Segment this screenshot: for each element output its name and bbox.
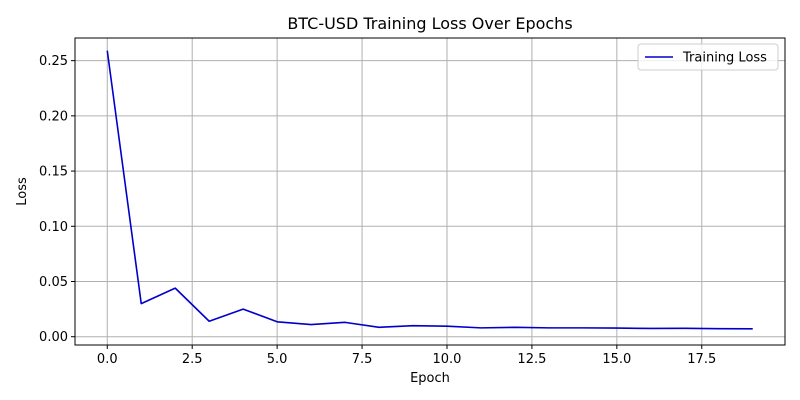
y-tick-label: 0.05 — [39, 275, 68, 290]
x-tick-label: 12.5 — [517, 352, 546, 367]
grid-lines — [75, 38, 785, 345]
x-tick-label: 15.0 — [602, 352, 631, 367]
series-layer — [106, 50, 753, 330]
y-tick-label: 0.15 — [39, 165, 68, 180]
x-tick-label: 5.0 — [267, 352, 288, 367]
y-tick-label: 0.20 — [39, 109, 68, 124]
legend-box — [637, 43, 779, 71]
x-tick-label: 17.5 — [687, 352, 716, 367]
axis-ticks: 0.0 2.5 5.0 7.5 10.0 12.5 15.0 17.5 0.00 0.05 0.10… — [39, 54, 716, 367]
y-tick-label: 0.25 — [39, 54, 68, 69]
legend-label-training-loss: Training Loss — [682, 51, 767, 66]
y-tick-label: 0.10 — [39, 220, 68, 235]
legend: Training Loss — [637, 43, 779, 71]
x-axis-label: Epoch — [410, 371, 450, 386]
series-line-training-loss — [106, 50, 753, 330]
plot-frame — [74, 37, 786, 346]
x-tick-label: 7.5 — [352, 352, 373, 367]
y-tick-label: 0.00 — [39, 330, 68, 345]
x-tick-label: 0.0 — [97, 352, 118, 367]
x-tick-label: 10.0 — [433, 352, 462, 367]
chart-title: BTC-USD Training Loss Over Epochs — [287, 14, 572, 33]
x-tick-label: 2.5 — [182, 352, 203, 367]
y-axis-label: Loss — [15, 177, 30, 206]
